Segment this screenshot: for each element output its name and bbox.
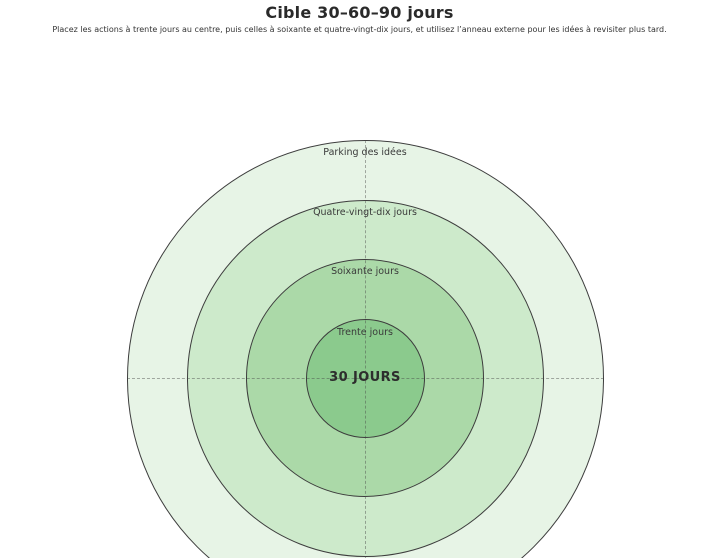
ring-label-parking-des-idees: Parking des idées <box>323 147 407 158</box>
crosshair-horizontal-line <box>126 377 604 379</box>
ring-trente-jours <box>305 318 425 438</box>
center-label-30-jours: 30 JOURS <box>329 370 401 385</box>
crosshair-vertical-line <box>364 139 366 558</box>
page-subtitle: Placez les actions à trente jours au cen… <box>52 25 667 34</box>
page-title: Cible 30–60–90 jours <box>265 3 454 22</box>
ring-label-trente-jours: Trente jours <box>337 327 393 338</box>
ring-label-soixante-jours: Soixante jours <box>331 266 399 277</box>
ring-label-quatre-vingt-dix-jours: Quatre-vingt-dix jours <box>313 207 417 218</box>
